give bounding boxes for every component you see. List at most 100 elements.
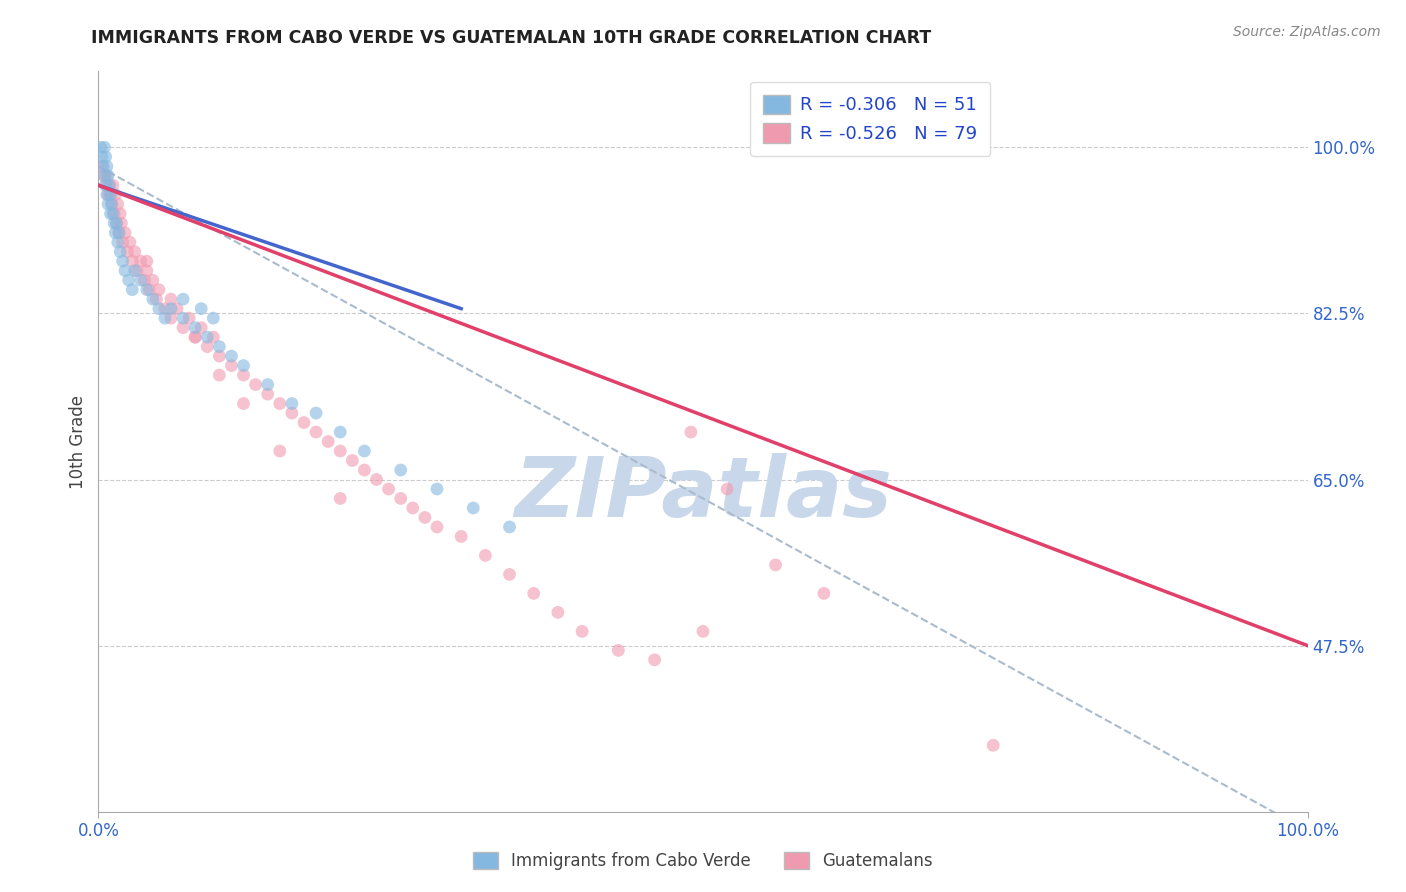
Point [232,359,254,373]
Point [127,263,149,277]
Point [153,311,176,326]
Point [135,283,157,297]
Point [94,150,117,164]
Point [353,463,375,477]
Point [329,491,352,506]
Point [463,500,485,515]
Point [269,396,291,410]
Point [342,453,364,467]
Point [97,187,120,202]
Point [121,283,143,297]
Point [96,169,118,183]
Point [571,624,593,639]
Point [184,330,207,344]
Point [166,301,188,316]
Point [172,311,194,326]
Point [94,178,117,193]
Point [981,739,1004,753]
Point [366,473,388,487]
Point [679,425,702,439]
Point [160,311,183,326]
Point [160,292,183,306]
Point [245,377,267,392]
Point [160,301,183,316]
Point [118,235,141,250]
Point [450,529,472,543]
Point [93,169,115,183]
Point [97,169,120,183]
Point [91,159,114,173]
Point [172,292,194,306]
Point [523,586,546,600]
Point [305,425,328,439]
Point [716,482,738,496]
Point [316,434,339,449]
Point [190,320,212,334]
Point [121,254,143,268]
Legend: Immigrants from Cabo Verde, Guatemalans: Immigrants from Cabo Verde, Guatemalans [467,845,939,877]
Point [184,320,207,334]
Point [353,444,375,458]
Point [153,301,176,316]
Point [148,301,170,316]
Point [389,463,412,477]
Point [124,263,146,277]
Point [202,311,225,326]
Y-axis label: 10th Grade: 10th Grade [69,394,87,489]
Point [389,491,412,506]
Point [256,377,278,392]
Point [108,226,131,240]
Point [94,178,117,193]
Point [190,301,212,316]
Point [107,235,129,250]
Point [98,178,121,193]
Point [110,216,132,230]
Point [118,273,141,287]
Point [114,226,136,240]
Point [474,549,496,563]
Point [145,292,167,306]
Point [202,330,225,344]
Point [114,263,136,277]
Point [142,292,165,306]
Point [644,653,666,667]
Point [281,396,304,410]
Point [124,244,146,259]
Point [91,150,114,164]
Point [172,320,194,334]
Point [813,586,835,600]
Point [108,207,131,221]
Point [111,235,134,250]
Point [129,254,152,268]
Point [232,396,254,410]
Point [111,254,134,268]
Point [96,159,118,173]
Point [134,273,156,287]
Point [498,520,520,534]
Point [221,359,243,373]
Point [329,425,352,439]
Point [104,226,127,240]
Point [107,197,129,211]
Point [208,340,231,354]
Point [104,187,127,202]
Point [765,558,787,572]
Point [305,406,328,420]
Text: Source: ZipAtlas.com: Source: ZipAtlas.com [1233,25,1381,39]
Point [100,207,122,221]
Point [195,340,218,354]
Point [184,330,207,344]
Point [100,197,122,211]
Point [103,207,125,221]
Point [100,187,122,202]
Point [692,624,714,639]
Point [607,643,630,657]
Legend: R = -0.306   N = 51, R = -0.526   N = 79: R = -0.306 N = 51, R = -0.526 N = 79 [749,82,990,156]
Point [142,273,165,287]
Point [547,606,569,620]
Point [103,216,125,230]
Point [269,444,291,458]
Point [129,273,152,287]
Point [90,140,112,154]
Point [377,482,399,496]
